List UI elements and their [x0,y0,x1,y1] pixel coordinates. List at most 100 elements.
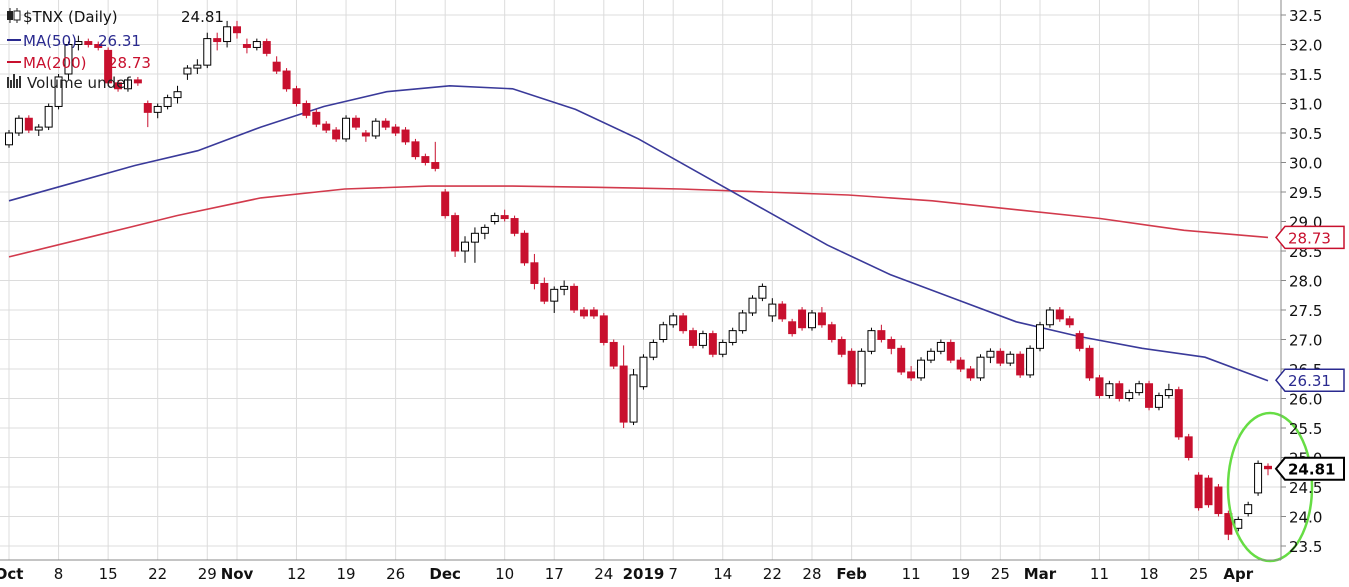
candle-body [778,303,787,320]
candle [143,100,152,128]
candle-body [936,341,945,352]
candle-body [1085,347,1094,379]
candle-body [530,262,539,284]
candle-body [14,117,23,134]
candle [1065,315,1074,328]
y-tick-label: 25.5 [1289,420,1322,438]
candle [758,283,767,302]
last-price-label: 24.81 [181,8,224,26]
candle [579,307,588,319]
ma200-layer [8,185,1269,258]
candle [123,76,132,92]
candle-body [490,215,499,223]
x-tick-label: 22 [763,565,782,583]
highlight-ellipse [1226,411,1314,563]
candle [1194,472,1203,511]
candle-body [361,132,370,137]
candle-body [1184,436,1193,459]
candle [500,209,509,222]
candle [401,127,410,145]
price-flag-box [1275,225,1345,250]
candle-body [817,312,826,326]
candle-body [451,215,460,252]
candle [946,339,955,364]
candle [718,339,727,358]
candle [550,286,559,313]
candle-body [956,359,965,370]
candle-body [351,117,360,128]
candle-body [173,91,182,99]
y-tick-label: 30.0 [1289,155,1322,173]
candle [411,138,420,160]
volume-bars-icon [7,74,21,88]
candle [976,354,985,381]
candle [233,20,242,39]
candle-body [986,350,995,358]
candle-body [342,117,351,140]
candle-body [1055,309,1064,320]
candle [669,312,678,328]
candle-icon [7,8,21,23]
candle-body [599,315,608,343]
candle-body [391,126,400,134]
candle-body [401,129,410,143]
candle [708,330,717,358]
candle [84,38,93,48]
candle-body [94,44,103,48]
y-tick-label: 29.5 [1289,184,1322,202]
candle [649,339,658,361]
candle-body [233,26,242,34]
candle [183,65,192,80]
y-tick-label: 28.0 [1289,273,1322,291]
x-axis-ticks: Oct 8 15 22 29 Nov 12 19 26 Dec 10 17 24 2019 7 14 22 28 F… [0,565,1254,583]
candle-body [609,341,618,367]
y-tick-label: 30.5 [1289,125,1322,143]
candle [570,283,579,313]
candle [1145,380,1154,411]
candle [262,38,271,57]
volume-legend-label: Volume undef [27,74,131,92]
candle-body [1154,395,1163,408]
candle [807,310,816,331]
candle-body [1105,383,1114,397]
candle [104,47,113,86]
candle [203,32,212,69]
candle-body [34,126,43,131]
candle [1224,510,1233,541]
candle-body [946,341,955,361]
x-tick-label: Nov [221,565,254,583]
y-tick-label: 26.0 [1289,391,1322,409]
candle [917,357,926,381]
x-tick-label: Feb [836,565,867,583]
x-tick-label: 24 [594,565,613,583]
candle-body [917,359,926,379]
candle-body [302,103,311,116]
price-flag-label: 24.81 [1288,461,1335,479]
candle-body [223,26,232,43]
candle [351,115,360,131]
x-tick-label: 10 [495,565,514,583]
candle-body [44,105,53,128]
candle-body [74,41,83,45]
candle-body [292,88,301,104]
candle [44,103,53,131]
candle [956,357,965,372]
candle [887,336,896,355]
candle-body [996,350,1005,364]
candle [619,345,628,428]
candle-body [153,105,162,113]
candle [877,324,886,343]
candle [34,124,43,136]
candle-body [1026,347,1035,376]
candle [1154,392,1163,411]
candle [470,227,479,263]
x-tick-label: Oct [0,565,23,583]
candle [837,336,846,358]
candle-body [411,141,420,158]
candle-body [1125,392,1134,400]
candle-body [570,285,579,311]
candle [589,307,598,319]
y-tick-label: 32.0 [1289,37,1322,55]
candle [728,327,737,346]
candle [441,189,450,219]
